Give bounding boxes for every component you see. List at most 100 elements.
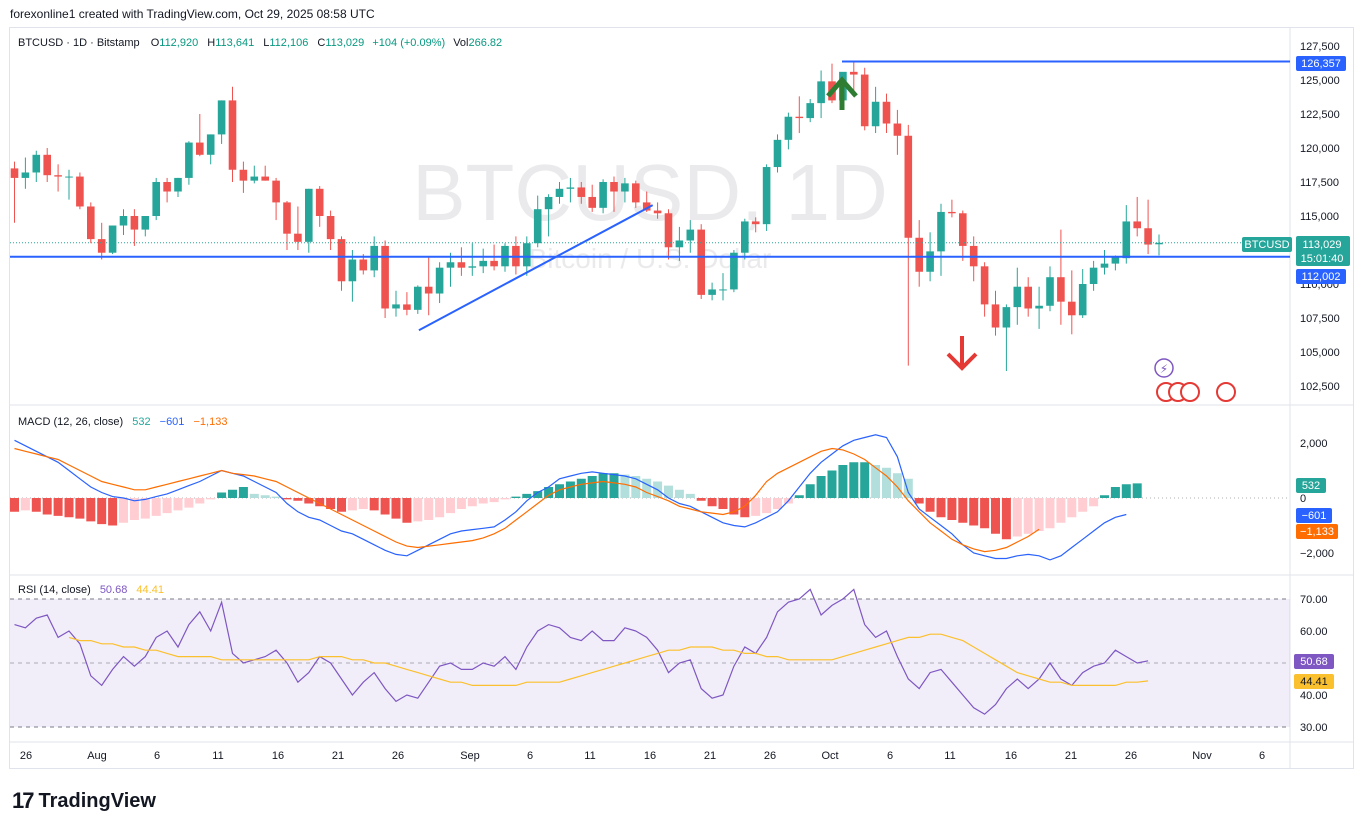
macd-histogram-bar [936,498,946,518]
macd-line [14,434,1127,561]
candle-body [675,240,684,248]
macd-pane [10,434,1142,561]
macd-histogram-bar [282,498,292,500]
candle-body [108,225,117,253]
macd-histogram-bar [173,498,183,511]
candle-body [708,289,716,295]
candle-body [1111,256,1120,264]
us-flag-icon[interactable] [1216,382,1236,402]
candle-body [10,168,19,178]
candle-body [1068,301,1076,316]
rsi-legend[interactable]: RSI (14, close) 50.68 44.41 [18,584,164,596]
symbol-legend[interactable]: BTCUSD · 1D · Bitstamp O112,920 H113,641… [18,37,502,49]
candle-body [915,237,923,272]
arrow-down-icon [946,336,978,371]
time-axis-tick: 11 [212,750,223,762]
candle-body [414,286,422,310]
rsi-label-ma: 44.41 [1294,674,1334,689]
rsi-axis-tick: 40.00 [1300,690,1328,702]
macd-histogram-bar [391,498,401,519]
macd-histogram-bar [206,498,216,500]
macd-histogram-bar [195,498,205,504]
candle-body [392,304,400,309]
candle-body [239,169,248,181]
macd-histogram-bar [446,498,455,514]
candle-body [359,259,368,271]
macd-histogram-bar [271,496,281,498]
candle-body [632,183,640,203]
candle-body [948,211,956,214]
candle-body [446,262,455,268]
candle-body [730,252,738,290]
candles-layer [10,61,1163,372]
macd-histogram-bar [925,498,935,512]
arrow-up-icon [826,76,858,110]
candle-body [773,139,782,168]
macd-histogram-bar [42,498,52,515]
candle-body [1078,284,1087,316]
macd-histogram-bar [980,498,990,529]
watermark-symbol: BTCUSD, 1D [412,148,888,237]
tradingview-logo-icon: 17 [12,788,35,813]
macd-histogram-bar [347,498,357,511]
svg-text:113,029: 113,029 [1303,239,1342,251]
time-axis-tick: Nov [1192,750,1212,762]
candle-body [1133,221,1141,229]
trendline[interactable] [418,204,654,332]
candle-body [719,289,727,291]
candle-body [653,210,662,214]
svg-text:BTCUSD: BTCUSD [1244,239,1289,251]
candle-body [1100,263,1109,268]
macd-histogram-bar [1001,498,1011,540]
axes-layer: 127,500 125,000 122,500 120,000 117,500 115,0… [20,41,1340,762]
time-axis-tick: 26 [392,750,404,762]
events-markers[interactable]: ⚡ [1154,358,1236,402]
svg-text:15:01:40: 15:01:40 [1301,253,1344,265]
macd-histogram-bar [489,498,499,503]
candle-body [697,229,705,295]
candle-body [435,267,444,294]
macd-histogram-bar [544,487,554,498]
candle-body [283,202,291,234]
candle-body [141,216,150,230]
candle-body [185,142,193,178]
macd-axis-tick: 0 [1300,493,1306,505]
candle-body [882,101,891,124]
macd-histogram-bar [1034,498,1044,531]
event-flag-icon[interactable] [1154,358,1174,378]
svg-text:50.68: 50.68 [1300,656,1328,668]
macd-histogram-bar [751,498,761,516]
candle-body [119,216,128,226]
tradingview-logo[interactable]: 17 TradingView [12,788,156,814]
macd-histogram-bar [358,498,368,509]
candle-body [261,176,269,181]
candle-body [664,213,673,248]
macd-histogram-bar [129,498,139,520]
time-axis-tick: 16 [644,750,656,762]
time-axis-tick: Aug [87,750,107,762]
macd-legend[interactable]: MACD (12, 26, close) 532 −601 −1,133 [18,416,227,428]
candle-body [686,229,695,241]
candle-body [555,188,564,197]
chart-attribution: forexonline1 created with TradingView.co… [10,7,375,21]
candle-body [523,243,531,267]
macd-label-macd: −601 [1296,508,1332,523]
candle-body [904,135,913,238]
candle-body [305,188,313,242]
candle-body [751,221,760,225]
macd-histogram-bar [119,498,128,523]
time-axis-tick: 16 [272,750,284,762]
rsi-ma-line [68,633,1149,687]
candle-body [784,116,793,140]
macd-histogram-bar [685,493,695,498]
candle-body [370,245,378,271]
candle-body [544,196,553,210]
macd-histogram-bar [20,498,30,511]
us-flag-icon[interactable] [1180,382,1200,402]
candle-body [32,154,41,173]
candle-body [610,182,618,192]
candle-body [871,101,880,127]
time-axis-tick: 6 [154,750,160,762]
price-label-high: 126,357 [1296,56,1346,71]
